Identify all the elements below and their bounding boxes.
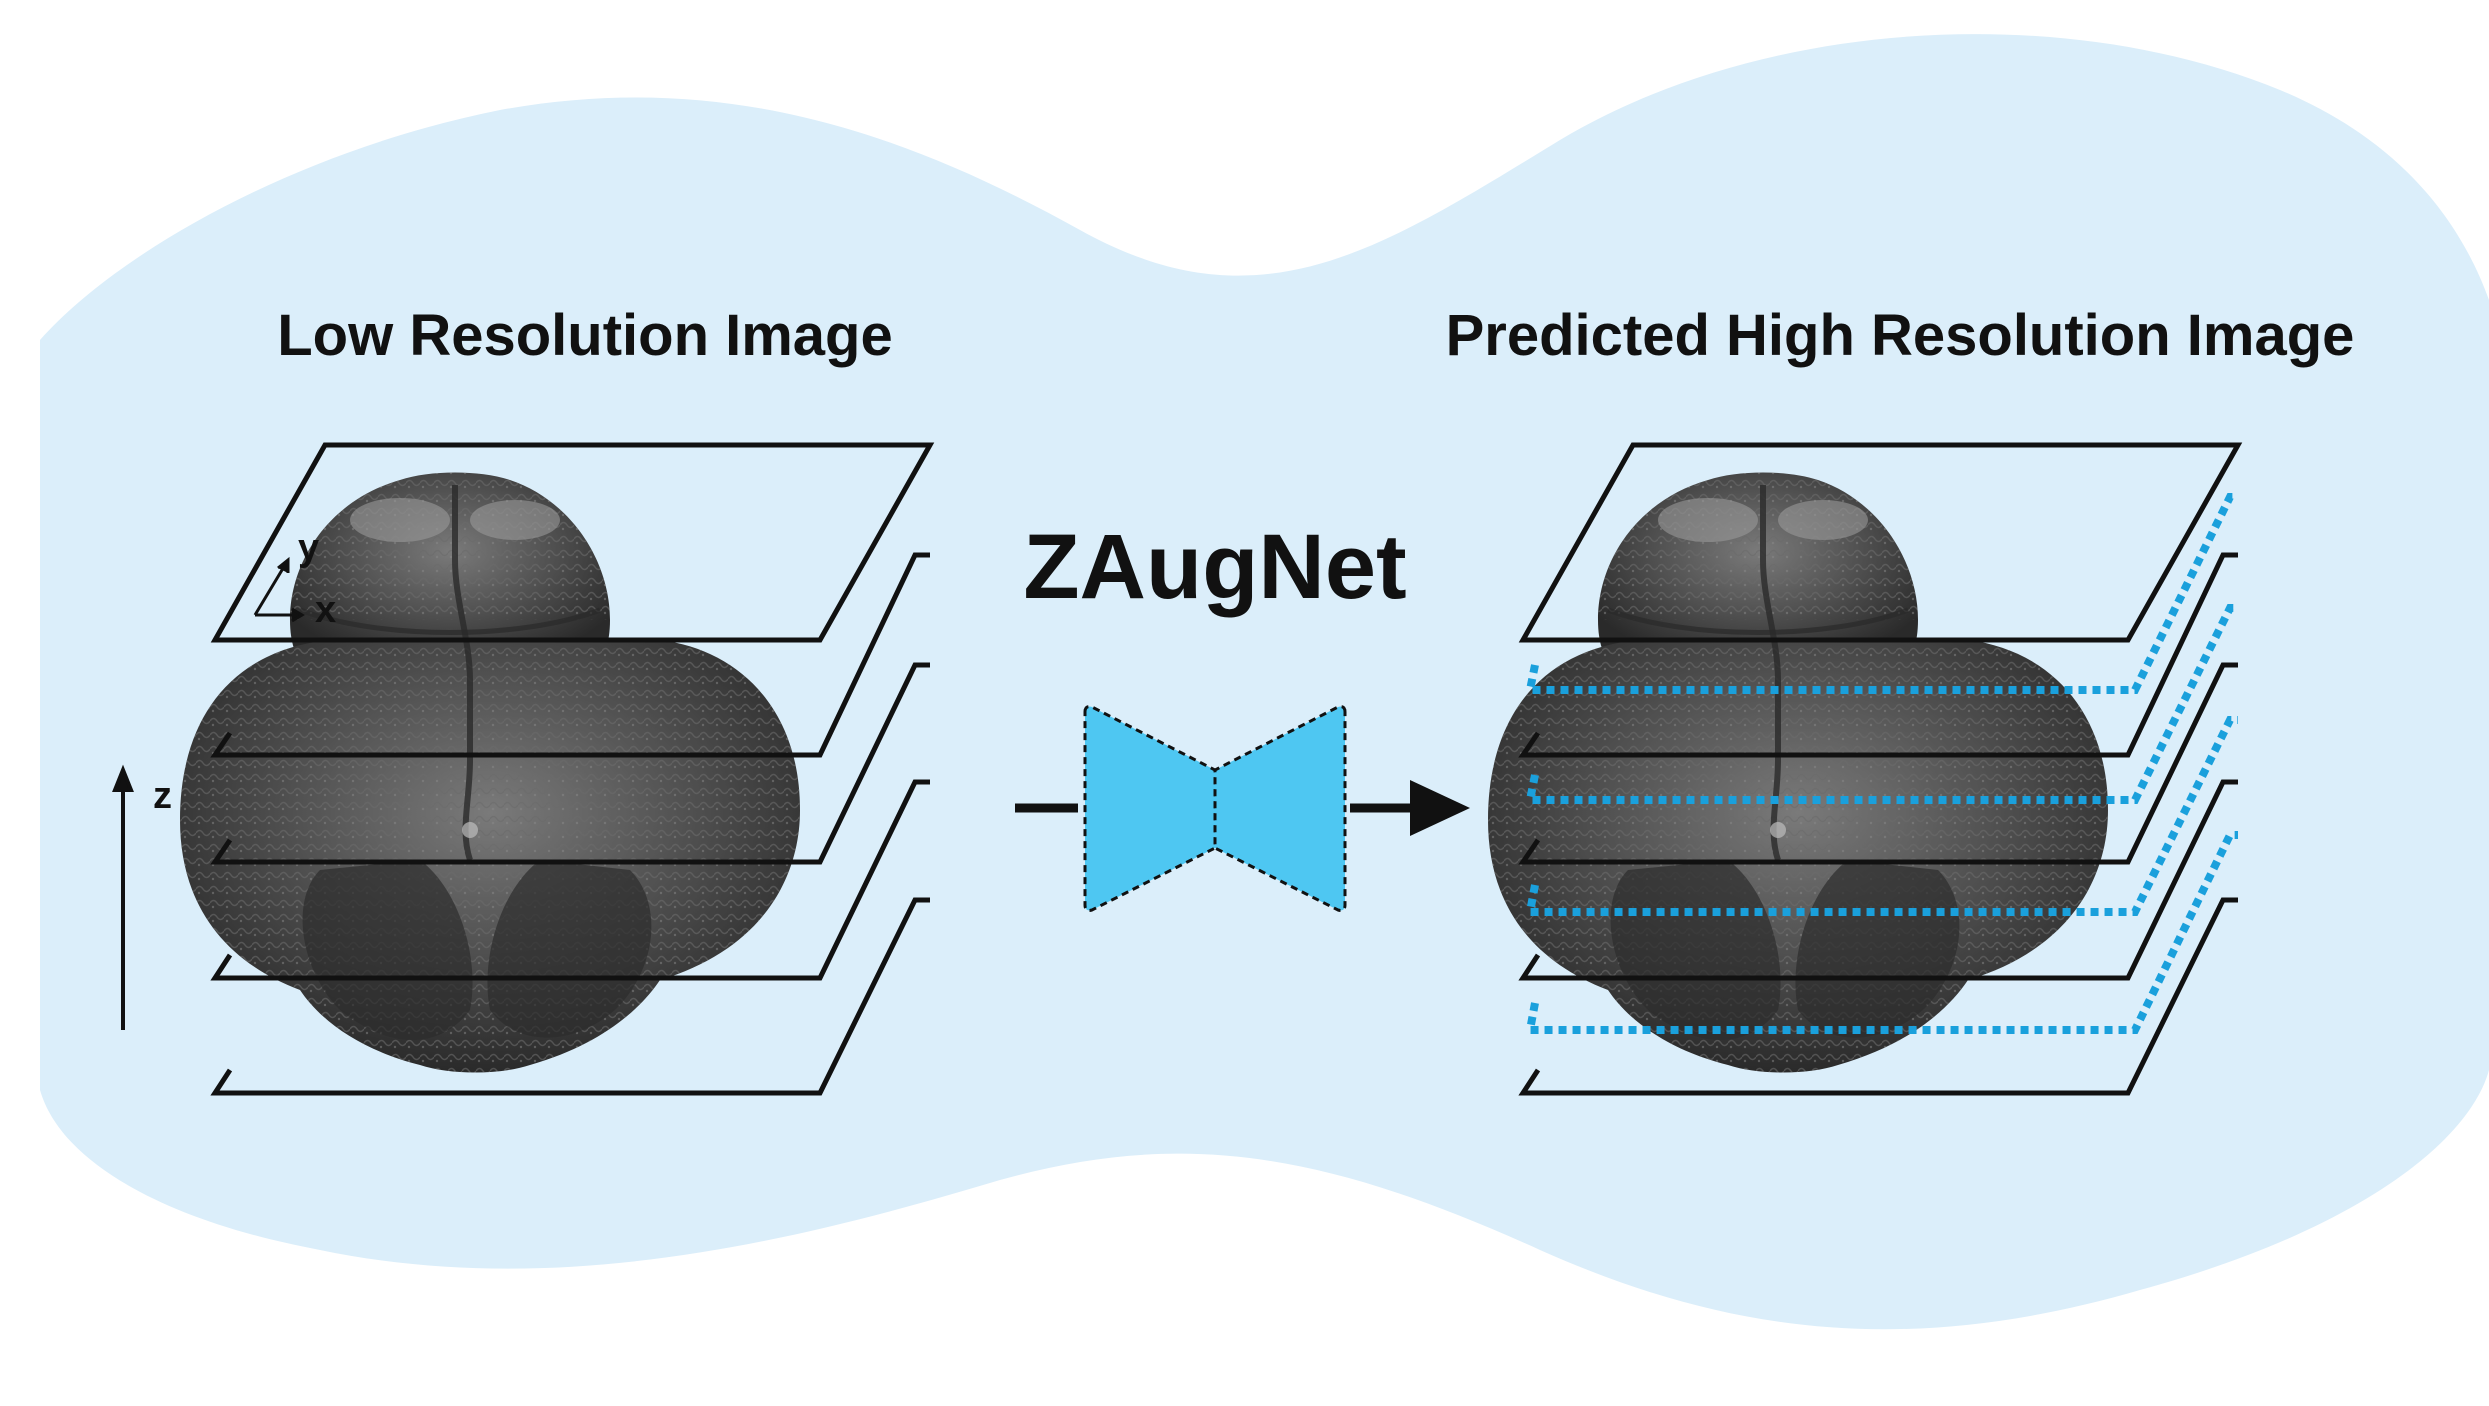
interpolated-slice-1 — [1525, 493, 2238, 694]
slice-plane-4 — [210, 779, 930, 981]
interpolated-slice-2 — [1525, 604, 2238, 804]
left-title: Low Resolution Image — [277, 303, 893, 368]
bowtie-encoder-decoder-icon — [1083, 705, 1347, 912]
network-block — [1015, 705, 1470, 912]
right-title: Predicted High Resolution Image — [1446, 303, 2355, 368]
pred-slice-plane-4 — [1518, 779, 2238, 981]
high-res-stack — [1488, 442, 2243, 1096]
z-axis-arrow — [112, 764, 134, 1030]
right-arrow-icon — [1350, 780, 1470, 836]
z-axis-label: z — [153, 775, 172, 817]
y-axis-label: y — [298, 527, 319, 569]
interpolated-slice-4 — [1525, 831, 2238, 1034]
low-res-stack: y x z — [112, 442, 935, 1096]
pred-slice-plane-2 — [1518, 552, 2238, 758]
slice-plane-2 — [210, 552, 930, 758]
slice-plane-5 — [210, 897, 930, 1096]
xy-axes-icon — [253, 556, 305, 623]
slice-plane-top — [210, 442, 935, 643]
slice-plane-3 — [210, 662, 930, 865]
network-title: ZAugNet — [1023, 516, 1406, 618]
x-axis-label: x — [315, 589, 336, 631]
pred-slice-plane-top — [1518, 442, 2243, 643]
pred-slice-plane-5 — [1518, 897, 2238, 1096]
interpolated-slice-3 — [1525, 716, 2238, 916]
pred-slice-plane-3 — [1518, 662, 2238, 865]
